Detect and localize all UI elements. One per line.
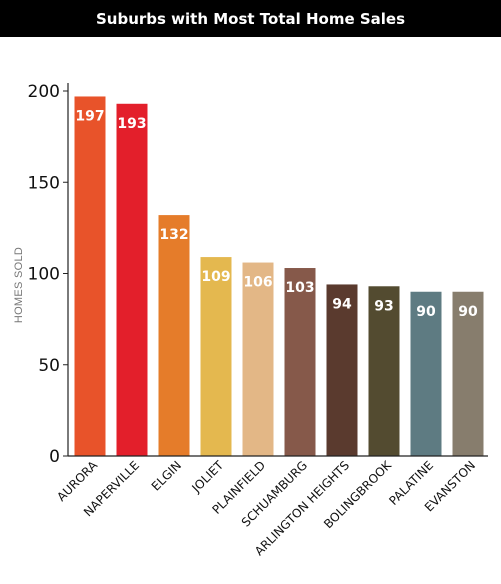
y-tick-label: 150 xyxy=(28,173,60,193)
y-tick-label: 100 xyxy=(28,265,60,285)
bars-layer xyxy=(74,96,484,457)
bar xyxy=(242,262,274,456)
data-label: 197 xyxy=(75,108,104,124)
bar xyxy=(74,96,106,456)
bar xyxy=(326,284,358,456)
data-label: 90 xyxy=(458,304,478,320)
y-tick-label: 0 xyxy=(49,447,60,467)
bar xyxy=(410,291,442,456)
data-label: 193 xyxy=(117,116,146,132)
axis-layer: 0 50 100 150 200 xyxy=(28,82,488,467)
chart-title: Suburbs with Most Total Home Sales xyxy=(0,0,501,37)
data-label: 106 xyxy=(243,275,272,291)
bar xyxy=(116,103,148,457)
bar xyxy=(158,215,190,456)
y-tick-label: 50 xyxy=(38,356,60,376)
bar xyxy=(452,291,484,456)
data-label: 93 xyxy=(374,298,393,314)
data-label: 109 xyxy=(201,269,230,285)
bar xyxy=(368,286,400,456)
category-label: ELGIN xyxy=(149,458,184,493)
bar xyxy=(200,257,232,456)
data-label: 103 xyxy=(285,280,314,296)
data-label: 132 xyxy=(159,227,188,243)
y-tick-label: 200 xyxy=(28,82,60,102)
category-label: JOLIET xyxy=(189,458,227,496)
bar xyxy=(284,268,316,456)
data-label: 90 xyxy=(416,304,436,320)
data-label: 94 xyxy=(332,296,352,312)
